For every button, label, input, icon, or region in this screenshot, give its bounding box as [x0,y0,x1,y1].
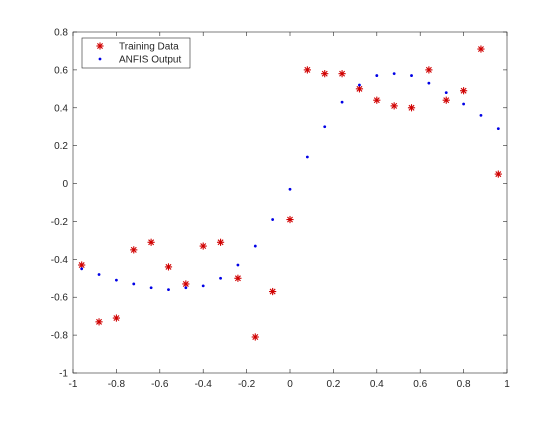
x-tick-label: 0.2 [326,379,340,390]
y-tick-label: 0.4 [54,103,68,114]
training-data-point [321,70,329,78]
training-data-point [442,96,450,104]
training-data-point [390,102,398,110]
training-data-point [407,104,416,112]
x-tick-label: 0.4 [370,379,384,390]
anfis-output-point [132,282,136,286]
anfis-output-point [288,187,292,191]
training-data-point [425,66,433,74]
anfis-output-point [462,102,465,106]
anfis-output-point [444,91,448,95]
x-tick-label: -1 [69,379,78,390]
x-tick-label: 0.6 [413,379,427,390]
training-data-point [477,45,485,53]
anfis-output-point [305,155,309,159]
x-tick-label: -0.6 [151,379,169,390]
x-tick-label: 0.8 [457,379,471,390]
training-data-point [373,96,381,104]
training-data-point [112,314,120,322]
anfis-output-point [115,278,118,282]
y-tick-label: -0.6 [51,293,69,304]
anfis-output-point [97,273,101,276]
x-tick-label: -0.4 [195,379,213,390]
y-tick-label: 0.6 [54,65,68,76]
x-tick-label: -0.8 [108,379,126,390]
anfis-output-point [271,218,275,221]
training-data-point [494,170,502,178]
anfis-output-point [80,267,84,271]
axes [72,31,508,374]
y-tick-label: 0 [62,179,68,190]
legend-anfis-marker [98,57,102,61]
training-data-point [303,66,311,74]
training-data-point [199,242,207,250]
anfis-output-point [410,74,413,77]
anfis-output-point [358,83,361,87]
training-data-point [234,274,242,282]
anfis-output-point [479,113,483,117]
training-data-point [286,215,294,224]
training-data-point [164,263,173,271]
anfis-output-point [392,72,396,76]
anfis-output-point [219,276,222,280]
x-tick-label: 0 [287,379,293,390]
training-data-point [269,287,277,296]
training-data-point [460,87,468,95]
training-data-series [78,45,502,341]
y-tick-label: -0.8 [51,331,69,342]
legend-training-marker [96,42,104,50]
anfis-output-point [253,244,257,248]
x-tick-label: -0.2 [238,379,256,390]
anfis-output-point [496,127,500,131]
anfis-output-point [323,125,327,129]
data-marks [78,45,502,341]
y-tick-label: -0.4 [51,255,69,266]
legend: Training Data ANFIS Output [81,37,191,69]
anfis-output-point [201,284,205,288]
anfis-output-point [167,288,170,292]
training-data-point [95,318,103,326]
y-tick-label: 0.2 [54,141,68,152]
y-tick-label: -1 [59,369,68,380]
legend-training-label: Training Data [119,42,179,53]
y-tick-label: 0.8 [54,28,68,39]
legend-anfis-label: ANFIS Output [119,55,181,66]
anfis-output-point [149,286,153,290]
y-tick-label: -0.2 [51,217,69,228]
x-tick-label: 1 [504,379,510,390]
training-data-point [251,333,259,341]
anfis-output-point [340,100,344,104]
anfis-output-point [184,286,188,290]
anfis-output-series [80,72,500,292]
training-data-point [130,246,138,254]
ticks: -1 -0.8 -0.6 -0.4 -0.2 0 0.2 0.4 0.6 0.8 1 -1 -0.8 -0… [51,28,510,391]
anfis-output-point [427,81,431,85]
training-data-point [338,70,346,78]
anfis-output-point [236,263,240,267]
training-data-point [147,238,155,246]
anfis-output-point [375,74,379,77]
training-data-point [216,238,225,246]
axes-box [72,31,508,374]
